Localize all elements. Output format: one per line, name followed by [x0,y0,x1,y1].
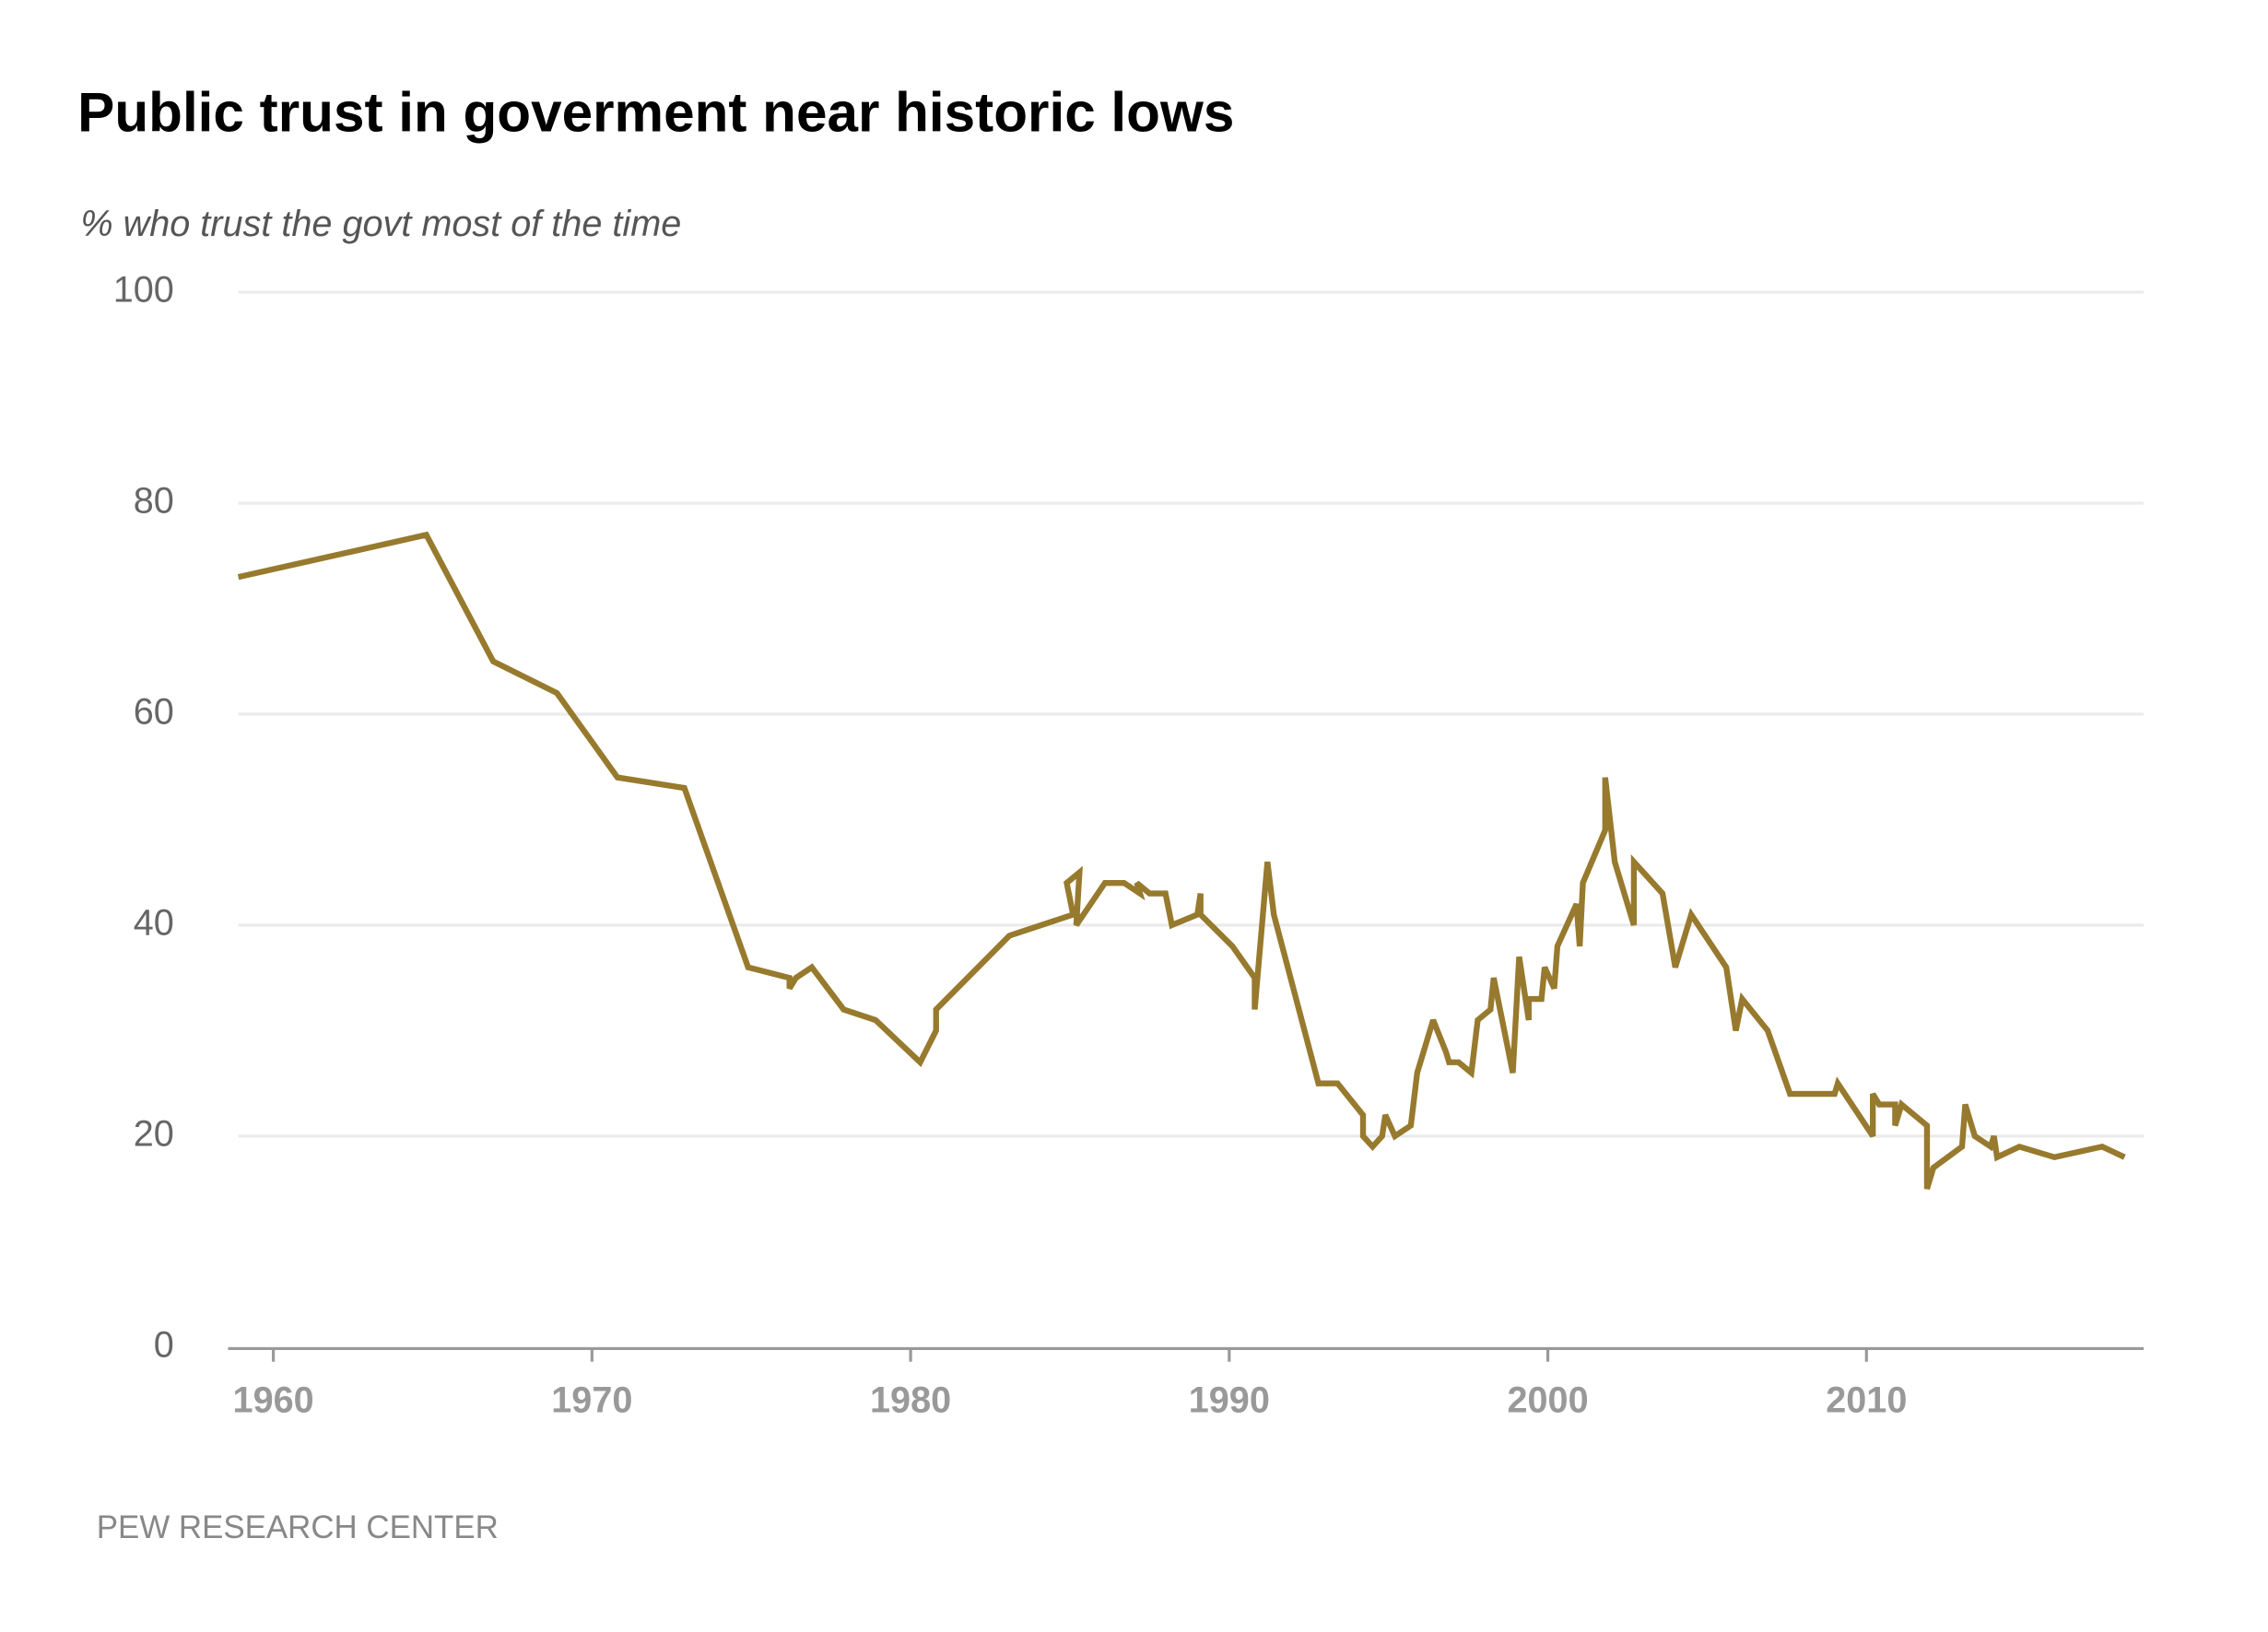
chart-title: Public trust in goverment near historic … [77,81,1234,144]
chart-subtitle: % who trust the govt most of the time [80,204,681,244]
x-tick-label: 1980 [870,1380,951,1421]
data-line [237,531,2126,1191]
y-tick-label: 100 [113,270,174,311]
y-tick-label: 80 [134,481,174,522]
y-tick-label: 0 [154,1324,174,1365]
x-tick-label: 1990 [1189,1380,1270,1421]
y-tick-label: 60 [134,691,174,732]
x-tick-label: 2000 [1507,1380,1588,1421]
y-tick-label: 40 [134,902,174,943]
x-tick-label: 1960 [233,1380,314,1421]
x-tick-label: 1970 [551,1380,632,1421]
y-tick-label: 20 [134,1113,174,1154]
source: PEW RESEARCH CENTER [97,1509,499,1545]
x-tick-label: 2010 [1826,1380,1907,1421]
